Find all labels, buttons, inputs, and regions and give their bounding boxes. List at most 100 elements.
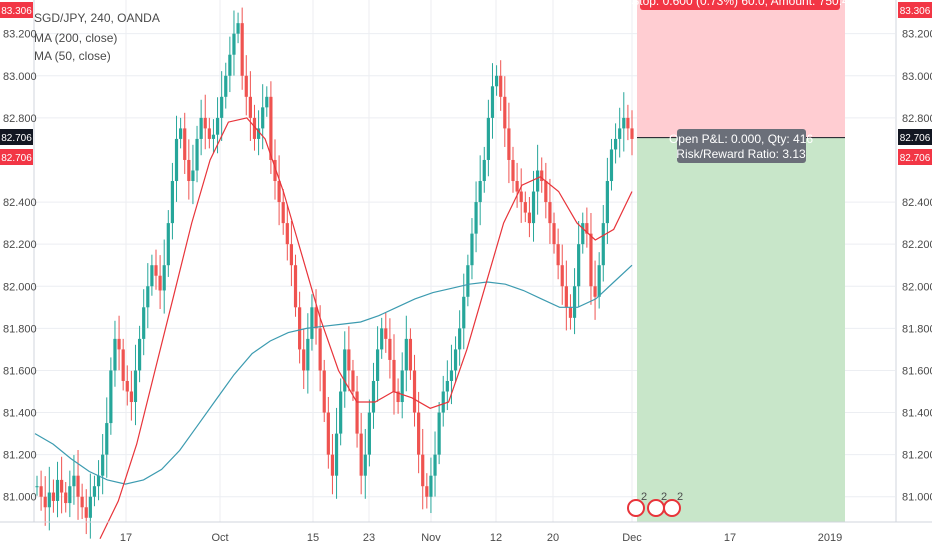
candle — [72, 455, 76, 505]
y-tick-label: 82.800 — [902, 113, 932, 125]
candle-body — [314, 307, 318, 329]
candle-body — [289, 244, 294, 266]
badge-current-left: 82.706 — [1, 133, 32, 144]
candle — [499, 60, 503, 111]
candle — [560, 244, 564, 305]
candle — [400, 352, 404, 419]
candle-body — [347, 349, 351, 371]
candle-body — [593, 286, 597, 297]
candle — [601, 205, 605, 282]
candle-body — [215, 117, 220, 135]
y-tick-label: 83.000 — [902, 71, 932, 83]
candle-body — [507, 128, 511, 160]
candle-body — [564, 286, 568, 308]
event-marker[interactable]: 2 — [663, 491, 683, 517]
event-markers[interactable]: 2 2 2 — [627, 491, 683, 517]
y-tick-label: 81.000 — [902, 492, 932, 504]
candle — [622, 92, 626, 152]
candle-body — [92, 486, 97, 497]
candle-body — [380, 328, 384, 350]
candle — [322, 359, 326, 423]
candle — [232, 10, 236, 76]
candle-body — [265, 96, 269, 108]
candle-body — [125, 380, 129, 392]
candle — [224, 62, 228, 109]
y-tick-label-left: 82.800 — [3, 113, 37, 125]
candle-body — [133, 370, 138, 403]
x-tick-label: 23 — [363, 532, 375, 544]
candle — [170, 162, 175, 240]
y-tick-label-left: 83.000 — [3, 71, 37, 83]
candle — [412, 354, 417, 427]
candle-body — [490, 86, 495, 118]
candle-body — [269, 96, 273, 160]
x-tick-label: 17 — [724, 532, 736, 544]
candle-body — [174, 138, 179, 182]
candle-body — [277, 181, 281, 203]
candle-body — [388, 338, 392, 360]
candle-body — [375, 349, 380, 381]
candle — [585, 207, 589, 248]
candle-body — [158, 275, 162, 291]
candle — [281, 189, 285, 235]
candle-body — [195, 138, 199, 171]
candle — [417, 391, 421, 474]
legend-ma50[interactable]: MA (50, close) — [34, 49, 111, 63]
candle — [388, 318, 392, 379]
y-tick-label-left: 81.400 — [3, 408, 37, 420]
candle — [273, 139, 277, 200]
candle — [240, 7, 244, 90]
candle — [310, 294, 314, 351]
time-axis[interactable]: 17 Oct 15 23 Nov 12 20 Dec 17 2019 — [120, 532, 842, 544]
candle — [466, 254, 470, 307]
candle-body — [577, 244, 581, 287]
candle-body — [80, 496, 84, 508]
y-tick-label: 82.400 — [902, 197, 932, 209]
badge-current-right-bg — [898, 129, 932, 145]
candle-body — [458, 328, 462, 350]
badge-current-right-red: 82.706 — [900, 153, 931, 164]
candle-body — [408, 338, 413, 371]
candle-body — [64, 492, 68, 504]
candle-body — [129, 391, 133, 403]
candle-body — [146, 286, 150, 308]
candle-body — [187, 159, 191, 182]
candle — [453, 336, 458, 383]
candle — [109, 357, 113, 435]
stop-label[interactable]: Stop: 0.600 (0.73%) 60.0, Amount: 750.4 — [631, 0, 849, 10]
candle-body — [154, 265, 158, 276]
candle-body — [326, 412, 330, 455]
candle — [572, 268, 577, 335]
candle — [375, 326, 380, 402]
candle — [568, 294, 573, 330]
candle — [437, 402, 441, 465]
candle — [490, 63, 495, 139]
candle — [384, 312, 388, 353]
candle — [174, 115, 179, 202]
candle — [302, 328, 306, 390]
badge-top-right: 83.306 — [900, 6, 931, 17]
price-axis[interactable]: 83.200 83.200 83.000 83.000 82.800 82.800 82.4… — [3, 29, 932, 504]
candle — [609, 138, 614, 191]
candle-body — [232, 33, 236, 55]
candle-body — [343, 349, 347, 392]
candle-body — [412, 370, 417, 413]
candle — [367, 399, 371, 467]
y-tick-label: 81.600 — [902, 365, 932, 377]
candle — [392, 334, 396, 415]
candle — [207, 117, 211, 149]
candle-body — [519, 191, 523, 203]
candle-body — [421, 454, 425, 487]
candle-body — [96, 475, 101, 487]
legend-ma200[interactable]: MA (200, close) — [34, 31, 117, 45]
candle-body — [503, 96, 507, 129]
candle — [421, 428, 425, 510]
candle-body — [589, 233, 593, 287]
candle-body — [515, 181, 519, 192]
event-marker[interactable]: 2 — [627, 491, 647, 517]
candle-body — [359, 433, 363, 476]
candle-body — [207, 128, 211, 139]
position-tooltip[interactable]: Open P&L: 0.000, Qty: 416 Risk/Reward Ra… — [669, 129, 813, 163]
